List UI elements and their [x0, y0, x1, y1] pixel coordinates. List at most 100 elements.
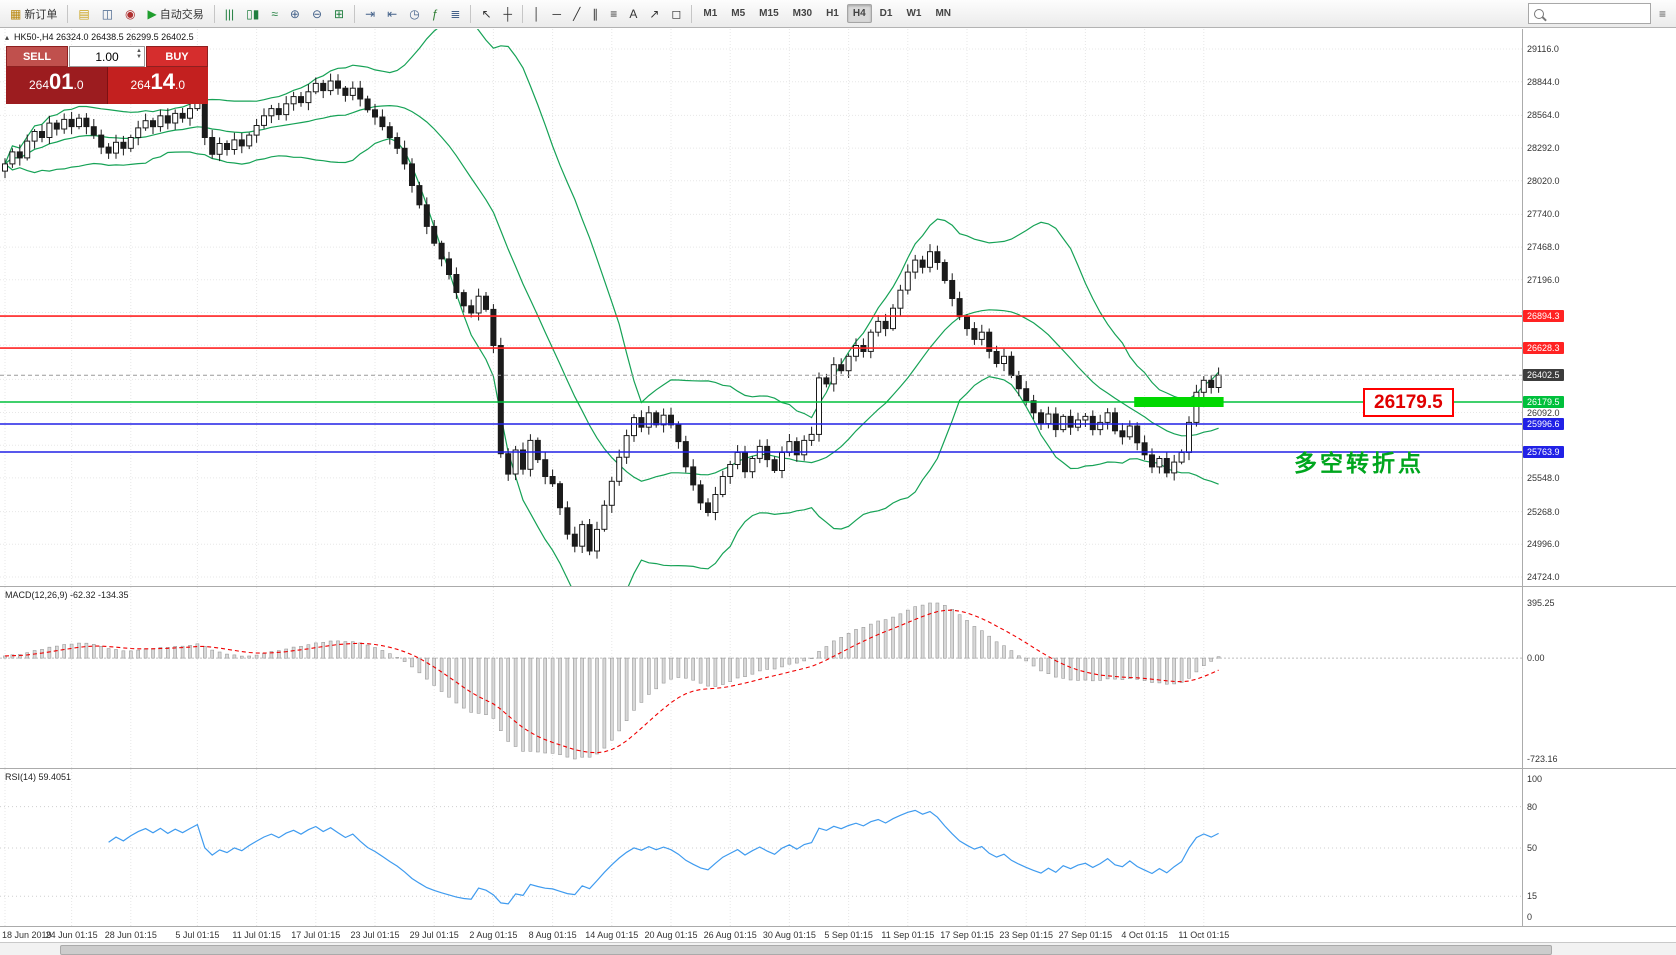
- zoom-in-icon[interactable]: ⊕: [285, 5, 305, 23]
- timeframe-h1-label: H1: [826, 8, 839, 19]
- collapse-trade-panel-icon[interactable]: ▴: [5, 32, 10, 42]
- price-axis-label: 27740.0: [1527, 209, 1560, 220]
- price-tag: 26628.3: [1523, 342, 1564, 355]
- rsi-plot[interactable]: RSI(14) 59.4051: [0, 769, 1522, 926]
- chart-shift-icon[interactable]: ⇤: [382, 5, 402, 23]
- timeframe-m15[interactable]: M15: [753, 4, 784, 23]
- channel-icon[interactable]: ∥: [587, 5, 603, 23]
- price-digits: .0: [73, 78, 84, 92]
- auto-trading-button[interactable]: ▶ 自动交易: [143, 3, 209, 25]
- volume-stepper[interactable]: 1.00 ▲ ▼: [69, 46, 145, 67]
- macd-plot[interactable]: MACD(12,26,9) -62.32 -134.35: [0, 587, 1522, 768]
- menu-icon[interactable]: ≡: [1658, 6, 1666, 21]
- text-icon[interactable]: A: [624, 5, 642, 23]
- price-axis-label: 27468.0: [1527, 242, 1560, 253]
- chart-scrollbar[interactable]: [0, 942, 1676, 955]
- timeframe-h4[interactable]: H4: [846, 4, 872, 23]
- shapes-icon[interactable]: ◻: [666, 5, 686, 23]
- new-order-button[interactable]: ▦ 新订单: [5, 3, 62, 25]
- time-axis-label: 20 Aug 01:15: [644, 930, 698, 940]
- timeframe-h1[interactable]: H1: [820, 4, 845, 23]
- price-axis-label: 28292.0: [1527, 143, 1560, 154]
- tile-windows-icon-icon: ⊞: [334, 6, 345, 21]
- vertical-line-icon-icon: │: [533, 6, 541, 21]
- clock-icon[interactable]: ◷: [404, 5, 424, 23]
- price-callout-box[interactable]: 26179.5: [1363, 388, 1454, 418]
- macd-signal-line: [4, 609, 1219, 754]
- candlestick-type-icon[interactable]: ▯▮: [241, 5, 264, 23]
- price-digits: 264: [130, 78, 151, 92]
- rsi-axis: 100 80 50 15 0: [1522, 769, 1676, 926]
- price-digits: 264: [28, 78, 50, 92]
- time-axis-label: 26 Aug 01:15: [703, 930, 757, 940]
- price-axis-label: 25268.0: [1527, 506, 1560, 517]
- zoom-in-icon-icon: ⊕: [289, 6, 300, 21]
- bar-chart-type-icon[interactable]: |||: [220, 5, 239, 23]
- macd-chart: [0, 587, 1522, 768]
- price-axis-label: 28020.0: [1527, 175, 1560, 186]
- sell-price[interactable]: 264 01.0: [6, 67, 107, 104]
- toolbar-separator: [67, 4, 69, 23]
- sell-button[interactable]: SELL: [6, 46, 68, 67]
- timeframe-m30[interactable]: M30: [787, 4, 818, 23]
- rsi-axis-label: 15: [1527, 891, 1538, 902]
- price-digits: 01: [49, 69, 74, 94]
- horizontal-line-icon[interactable]: ─: [548, 5, 567, 23]
- indicators-icon[interactable]: ƒ: [427, 5, 444, 23]
- open-chart-icon[interactable]: ▤: [73, 5, 94, 23]
- objects-list-icon-icon: ≣: [450, 6, 461, 21]
- buy-button[interactable]: BUY: [146, 46, 208, 67]
- fibonacci-icon[interactable]: ≡: [605, 5, 622, 23]
- price-chart-plot[interactable]: ▴ HK50-,H4 26324.0 26438.5 26299.5 26402…: [0, 29, 1522, 586]
- line-chart-type-icon-icon: ≈: [271, 6, 278, 21]
- clock-icon-icon: ◷: [409, 6, 420, 21]
- rsi-panel: RSI(14) 59.4051 100 80 50 15 0: [0, 768, 1676, 926]
- timeframe-d1[interactable]: D1: [874, 4, 899, 23]
- macd-axis: 395.25 0.00 -723.16: [1522, 587, 1676, 768]
- timeframe-m1[interactable]: M1: [697, 4, 723, 23]
- zoom-out-icon[interactable]: ⊖: [307, 5, 327, 23]
- time-axis-label: 11 Oct 01:15: [1178, 930, 1230, 940]
- crosshair-icon-icon: ┼: [503, 6, 513, 21]
- timeframe-m30-label: M30: [792, 8, 813, 19]
- search-box[interactable]: [1527, 3, 1651, 24]
- timeframe-m5[interactable]: M5: [725, 4, 751, 23]
- time-axis-label: 17 Sep 01:15: [940, 930, 994, 940]
- trendline-icon[interactable]: ╱: [568, 5, 585, 23]
- vertical-line-icon[interactable]: │: [528, 5, 546, 23]
- scrollbar-thumb[interactable]: [60, 945, 1552, 955]
- community-icon[interactable]: ◉: [120, 5, 140, 23]
- toolbar-separator: [522, 4, 524, 23]
- timeframe-mn[interactable]: MN: [929, 4, 957, 23]
- chinese-annotation[interactable]: 多空转折点: [1294, 450, 1424, 477]
- timeframe-w1[interactable]: W1: [900, 4, 927, 23]
- volume-value: 1.00: [95, 49, 119, 64]
- toolbar: ▦ 新订单 ▤ ◫ ◉ ▶ 自动交易 ||| ▯▮ ≈ ⊕ ⊖ ⊞ ⇥ ⇤ ◷ ƒ ≣ ↖ ┼ │ ─ ╱ ∥ ≡ A ↗ ◻ M1 M5…: [0, 0, 1676, 28]
- auto-scroll-icon[interactable]: ⇥: [360, 5, 380, 23]
- crosshair-icon[interactable]: ┼: [499, 5, 518, 23]
- price-digits: .0: [175, 78, 186, 92]
- macd-axis-label: -723.16: [1527, 754, 1558, 764]
- rsi-axis-label: 100: [1527, 774, 1543, 784]
- search-input[interactable]: [1548, 6, 1645, 21]
- time-axis-label: 17 Jul 01:15: [291, 930, 341, 940]
- volume-spin-icons[interactable]: ▲ ▼: [136, 48, 142, 60]
- price-tag: 25763.9: [1523, 445, 1564, 458]
- cursor-icon[interactable]: ↖: [476, 5, 496, 23]
- channel-icon-icon: ∥: [592, 6, 599, 21]
- time-axis-label: 14 Aug 01:15: [585, 930, 639, 940]
- tile-windows-icon[interactable]: ⊞: [329, 5, 349, 23]
- rsi-axis-label: 80: [1527, 801, 1538, 812]
- price-chart[interactable]: [0, 29, 1522, 586]
- rsi-chart: [0, 769, 1522, 926]
- arrow-object-icon[interactable]: ↗: [644, 5, 664, 23]
- rsi-axis-label: 50: [1527, 843, 1538, 853]
- timeframe-d1-label: D1: [879, 8, 893, 19]
- profiles-icon[interactable]: ◫: [97, 5, 118, 23]
- timeframe-w1-label: W1: [906, 8, 922, 19]
- objects-list-icon[interactable]: ≣: [445, 5, 465, 23]
- line-chart-type-icon[interactable]: ≈: [266, 5, 283, 23]
- buy-price[interactable]: 264 14.0: [106, 67, 208, 104]
- support-highlight-rect: [1134, 397, 1224, 407]
